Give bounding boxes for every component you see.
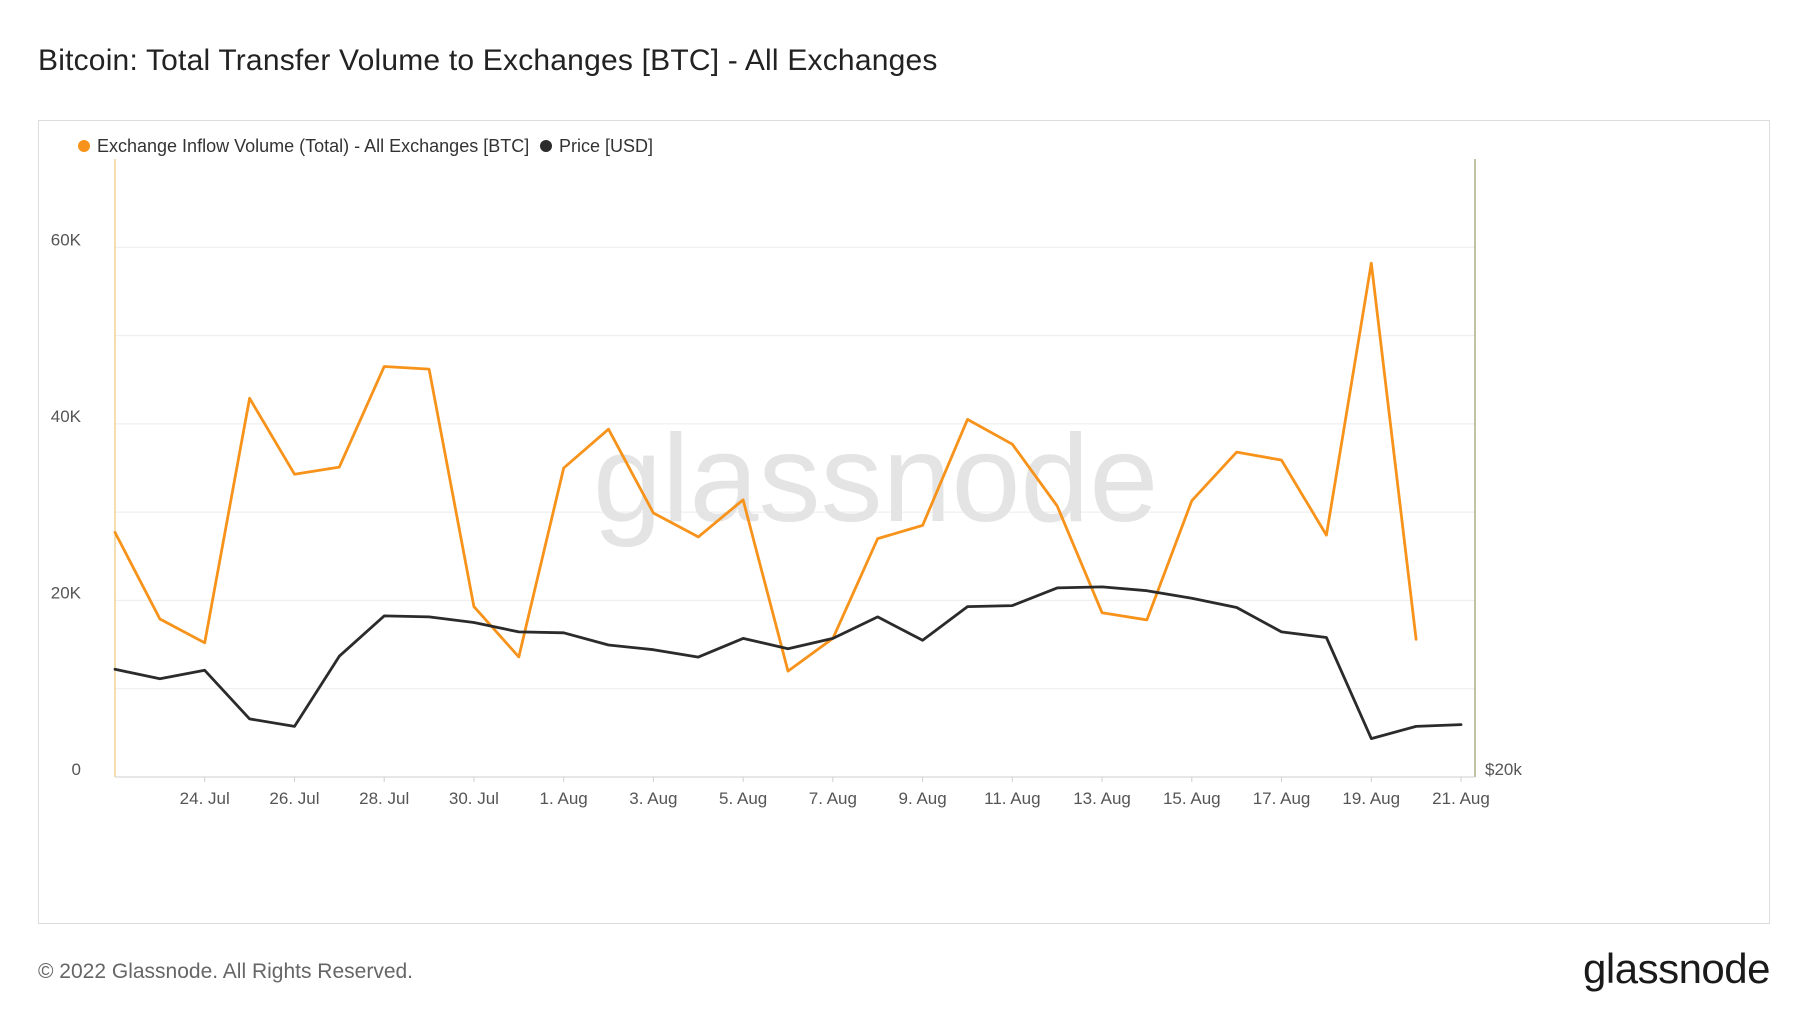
y-left-tick-label: 60K [51,230,82,249]
series-layer [113,261,1463,740]
x-tick-label: 5. Aug [719,789,767,808]
legend-label-price: Price [USD] [559,136,653,156]
x-tick-label: 15. Aug [1163,789,1221,808]
y-left-tick-labels: 0 20K 40K 60K [51,230,82,779]
x-tick-label: 11. Aug [984,789,1040,808]
page-title: Bitcoin: Total Transfer Volume to Exchan… [38,44,938,77]
copyright-text: © 2022 Glassnode. All Rights Reserved. [38,960,414,983]
y-right-tick-label: $20k [1485,760,1522,779]
y-left-tick-label: 20K [51,583,82,602]
x-tick-label: 24. Jul [180,789,230,808]
x-tick-label: 30. Jul [449,789,499,808]
grid-layer [115,246,1475,690]
series-line-inflow[interactable] [113,261,1418,673]
x-tick-label: 28. Jul [359,789,409,808]
x-tick-label: 13. Aug [1073,789,1131,808]
legend-item-price[interactable]: Price [USD] [540,136,653,156]
legend-dot-price [540,140,552,152]
y-right-tick-labels: $20k [1485,760,1522,779]
x-tick-label: 19. Aug [1342,789,1400,808]
x-tick-label: 1. Aug [540,789,588,808]
x-tick-labels: 24. Jul 26. Jul 28. Jul 30. Jul 1. Aug 3. Aug… [180,777,1490,808]
chart-frame: glassnode 0 20K 40K 60K $20k 24. Jul 26. Jul… [38,120,1770,924]
y-left-tick-label: 40K [51,407,82,426]
x-tick-label: 26. Jul [269,789,319,808]
x-tick-label: 9. Aug [898,789,946,808]
glassnode-logo[interactable]: glassnode [1583,945,1770,992]
legend-label-inflow: Exchange Inflow Volume (Total) - All Exc… [97,136,529,156]
legend[interactable]: Exchange Inflow Volume (Total) - All Exc… [78,136,653,156]
legend-dot-inflow [78,140,90,152]
legend-item-inflow[interactable]: Exchange Inflow Volume (Total) - All Exc… [78,136,529,156]
series-line-price[interactable] [113,585,1463,740]
x-tick-label: 17. Aug [1253,789,1311,808]
y-left-tick-label: 0 [72,760,81,779]
x-tick-label: 21. Aug [1432,789,1490,808]
x-tick-label: 7. Aug [809,789,857,808]
x-tick-label: 3. Aug [629,789,677,808]
